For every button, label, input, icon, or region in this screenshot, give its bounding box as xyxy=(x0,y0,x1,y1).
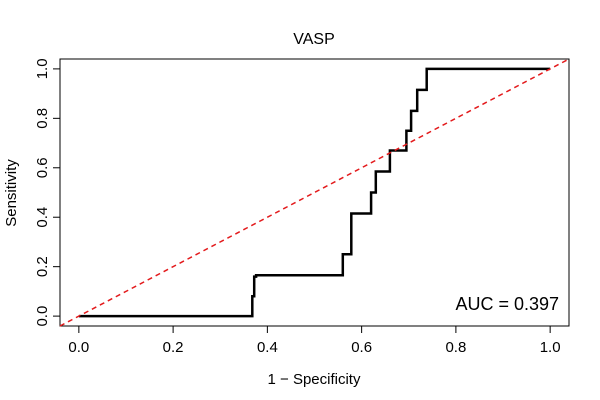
roc-curve-line xyxy=(78,67,551,318)
x-axis: 0.0 0.2 0.4 0.6 0.8 1.0 xyxy=(68,325,561,356)
reference-diagonal-line xyxy=(59,58,570,327)
y-tick-label: 0.6 xyxy=(34,157,51,178)
y-tick-label: 0.4 xyxy=(34,207,51,228)
x-tick-label: 1.0 xyxy=(540,339,561,356)
y-tick-label: 1.0 xyxy=(34,58,51,79)
x-tick-label: 0.6 xyxy=(351,339,372,356)
y-tick-label: 0.0 xyxy=(34,306,51,327)
x-tick-label: 0.0 xyxy=(68,339,89,356)
y-axis-label: Sensitivity xyxy=(3,159,20,227)
x-tick-label: 0.4 xyxy=(257,339,278,356)
x-axis-label: 1 − Specificity xyxy=(268,371,361,388)
y-axis: 0.0 0.2 0.4 0.6 0.8 1.0 xyxy=(34,58,61,327)
y-tick-label: 0.2 xyxy=(34,256,51,277)
auc-annotation: AUC = 0.397 xyxy=(455,294,559,314)
y-tick-label: 0.8 xyxy=(34,108,51,129)
series-layer xyxy=(59,58,570,327)
x-tick-label: 0.2 xyxy=(163,339,184,356)
x-tick-label: 0.8 xyxy=(445,339,466,356)
chart-title: VASP xyxy=(293,31,335,48)
